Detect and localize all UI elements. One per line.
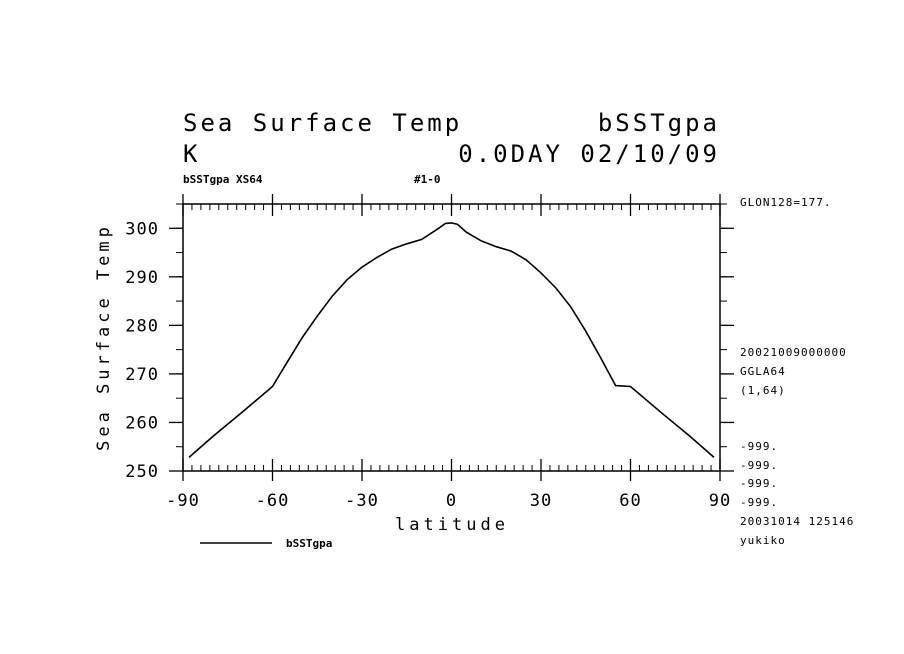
x-tick-label: -30 <box>345 491 379 511</box>
axis-ticks <box>169 194 734 481</box>
side-missing-1: -999. <box>740 440 778 453</box>
side-grid: GGLA64 <box>740 365 786 378</box>
side-range: (1,64) <box>740 384 786 397</box>
y-tick-label: 250 <box>125 462 159 482</box>
x-tick-label: 60 <box>619 491 641 511</box>
side-missing-2: -999. <box>740 459 778 472</box>
side-created: 20031014 125146 <box>740 515 854 528</box>
side-date: 20021009000000 <box>740 346 847 359</box>
time-info: 0.0DAY 02/10/09 <box>458 140 720 168</box>
y-tick-label: 300 <box>125 219 159 239</box>
side-lon: GLON128=177. <box>740 196 831 209</box>
x-tick-label: -60 <box>256 491 290 511</box>
x-tick-label: 90 <box>709 491 731 511</box>
side-missing-3: -999. <box>740 477 778 490</box>
y-tick-label: 270 <box>125 365 159 385</box>
sub-mid-label: #1-0 <box>414 173 441 186</box>
y-tick-label: 280 <box>125 316 159 336</box>
units-label: K <box>183 140 200 168</box>
y-axis-label: Sea Surface Temp <box>94 223 114 451</box>
legend-label: bSSTgpa <box>286 537 332 550</box>
side-missing-4: -999. <box>740 496 778 509</box>
x-tick-label: -90 <box>166 491 200 511</box>
chart-title: Sea Surface Temp <box>183 109 462 137</box>
x-tick-label: 30 <box>530 491 552 511</box>
sub-left-label: bSSTgpa XS64 <box>183 173 263 186</box>
plot-frame <box>182 203 721 472</box>
axis-tick-labels: -90 -60 -30 0 30 60 90 250 260 270 280 290 300 <box>125 219 731 511</box>
series-line <box>188 222 715 459</box>
y-tick-label: 290 <box>125 268 159 288</box>
x-tick-label: 0 <box>446 491 457 511</box>
x-axis-label: latitude <box>395 515 509 535</box>
side-user: yukiko <box>740 534 786 547</box>
variable-code: bSSTgpa <box>598 109 720 137</box>
y-tick-label: 260 <box>125 413 159 433</box>
